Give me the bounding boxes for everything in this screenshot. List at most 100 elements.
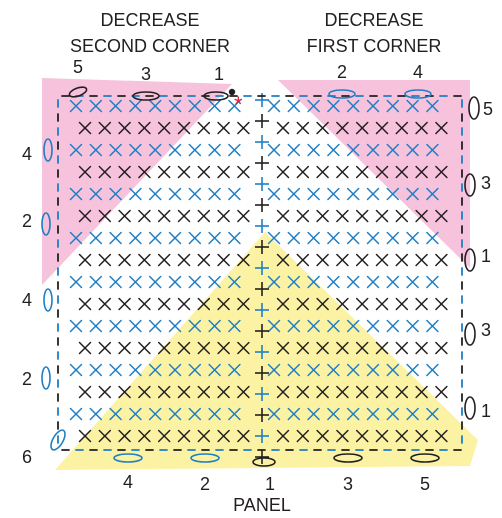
sc-stitch-icon xyxy=(415,385,428,399)
sc-stitch-icon xyxy=(366,319,380,333)
sc-stitch-icon xyxy=(78,297,92,311)
sc-stitch-icon xyxy=(69,275,83,289)
center-stitch-icon xyxy=(255,345,269,359)
sc-stitch-icon xyxy=(197,121,211,135)
sc-stitch-icon xyxy=(118,121,131,135)
chain-stitch-icon xyxy=(43,288,53,312)
sc-stitch-icon xyxy=(355,165,369,179)
sc-stitch-icon xyxy=(316,429,329,443)
sc-stitch-icon xyxy=(217,253,230,267)
sc-stitch-icon xyxy=(118,429,131,443)
sc-stitch-icon xyxy=(98,121,112,135)
row-label: 3 xyxy=(343,474,353,494)
sc-stitch-icon xyxy=(287,143,301,157)
sc-stitch-icon xyxy=(395,209,409,223)
sc-stitch-icon xyxy=(197,165,211,179)
sc-stitch-icon xyxy=(177,429,191,443)
sc-stitch-icon xyxy=(327,143,340,157)
row-label: 3 xyxy=(481,320,491,340)
sc-stitch-icon xyxy=(316,209,329,223)
sc-stitch-icon xyxy=(366,231,380,245)
sc-stitch-icon xyxy=(346,143,360,157)
sc-stitch-icon xyxy=(78,121,92,135)
sc-stitch-icon xyxy=(188,363,202,377)
sc-stitch-icon xyxy=(109,143,122,157)
sc-stitch-icon xyxy=(69,363,83,377)
sc-stitch-icon xyxy=(177,297,191,311)
sc-stitch-icon xyxy=(208,99,221,113)
row-label: 2 xyxy=(22,211,32,231)
sc-stitch-icon xyxy=(89,187,103,201)
sc-stitch-icon xyxy=(237,429,250,443)
sc-stitch-icon xyxy=(426,275,439,289)
sc-stitch-icon xyxy=(316,341,329,355)
sc-stitch-icon xyxy=(287,319,301,333)
center-stitch-icon xyxy=(255,366,269,380)
sc-stitch-icon xyxy=(197,209,211,223)
sc-stitch-icon xyxy=(129,275,142,289)
sc-stitch-icon xyxy=(148,187,162,201)
sc-stitch-icon xyxy=(69,99,83,113)
sc-stitch-icon xyxy=(435,253,448,267)
row-label: 1 xyxy=(265,474,275,494)
sc-stitch-icon xyxy=(148,143,162,157)
sc-stitch-icon xyxy=(157,341,171,355)
chain-stitch-icon xyxy=(333,453,363,463)
center-stitch-icon xyxy=(255,408,269,422)
sc-stitch-icon xyxy=(168,407,182,421)
sc-stitch-icon xyxy=(386,319,400,333)
sc-stitch-icon xyxy=(355,341,369,355)
sc-stitch-icon xyxy=(228,143,241,157)
sc-stitch-icon xyxy=(346,231,360,245)
sc-stitch-icon xyxy=(435,121,448,135)
sc-stitch-icon xyxy=(375,253,389,267)
sc-stitch-icon xyxy=(406,231,419,245)
yellow-region-panel xyxy=(55,232,478,470)
sc-stitch-icon xyxy=(69,231,83,245)
start-asterisk-icon: * xyxy=(234,92,243,117)
row-label: 2 xyxy=(22,369,32,389)
sc-stitch-icon xyxy=(89,231,103,245)
sc-stitch-icon xyxy=(415,297,428,311)
sc-stitch-icon xyxy=(287,99,301,113)
chain-stitch-icon xyxy=(468,96,480,120)
sc-stitch-icon xyxy=(217,121,230,135)
sc-stitch-icon xyxy=(69,143,83,157)
sc-stitch-icon xyxy=(148,275,162,289)
sc-stitch-icon xyxy=(129,407,142,421)
row-label: 1 xyxy=(481,401,491,421)
sc-stitch-icon xyxy=(228,187,241,201)
sc-stitch-icon xyxy=(157,429,171,443)
sc-stitch-icon xyxy=(435,385,448,399)
sc-stitch-icon xyxy=(415,209,428,223)
row-label: 6 xyxy=(22,447,32,467)
center-stitch-icon xyxy=(255,114,269,128)
sc-stitch-icon xyxy=(346,407,360,421)
sc-stitch-icon xyxy=(228,319,241,333)
sc-stitch-icon xyxy=(366,143,380,157)
heading-bottom: PANEL xyxy=(233,495,291,515)
sc-stitch-icon xyxy=(296,165,310,179)
sc-stitch-icon xyxy=(355,297,369,311)
sc-stitch-icon xyxy=(296,253,310,267)
sc-stitch-icon xyxy=(237,341,250,355)
sc-stitch-icon xyxy=(138,385,151,399)
sc-stitch-icon xyxy=(168,275,182,289)
center-stitch-icon xyxy=(255,429,269,443)
sc-stitch-icon xyxy=(276,429,290,443)
stitch-grid xyxy=(41,86,480,467)
sc-stitch-icon xyxy=(375,429,389,443)
sc-stitch-icon xyxy=(267,275,281,289)
sc-stitch-icon xyxy=(129,231,142,245)
sc-stitch-icon xyxy=(375,165,389,179)
sc-stitch-icon xyxy=(336,341,349,355)
sc-stitch-icon xyxy=(336,429,349,443)
sc-stitch-icon xyxy=(406,187,419,201)
sc-stitch-icon xyxy=(177,209,191,223)
sc-stitch-icon xyxy=(78,341,92,355)
sc-stitch-icon xyxy=(98,385,112,399)
sc-stitch-icon xyxy=(327,187,340,201)
sc-stitch-icon xyxy=(375,297,389,311)
sc-stitch-icon xyxy=(355,121,369,135)
sc-stitch-icon xyxy=(98,209,112,223)
